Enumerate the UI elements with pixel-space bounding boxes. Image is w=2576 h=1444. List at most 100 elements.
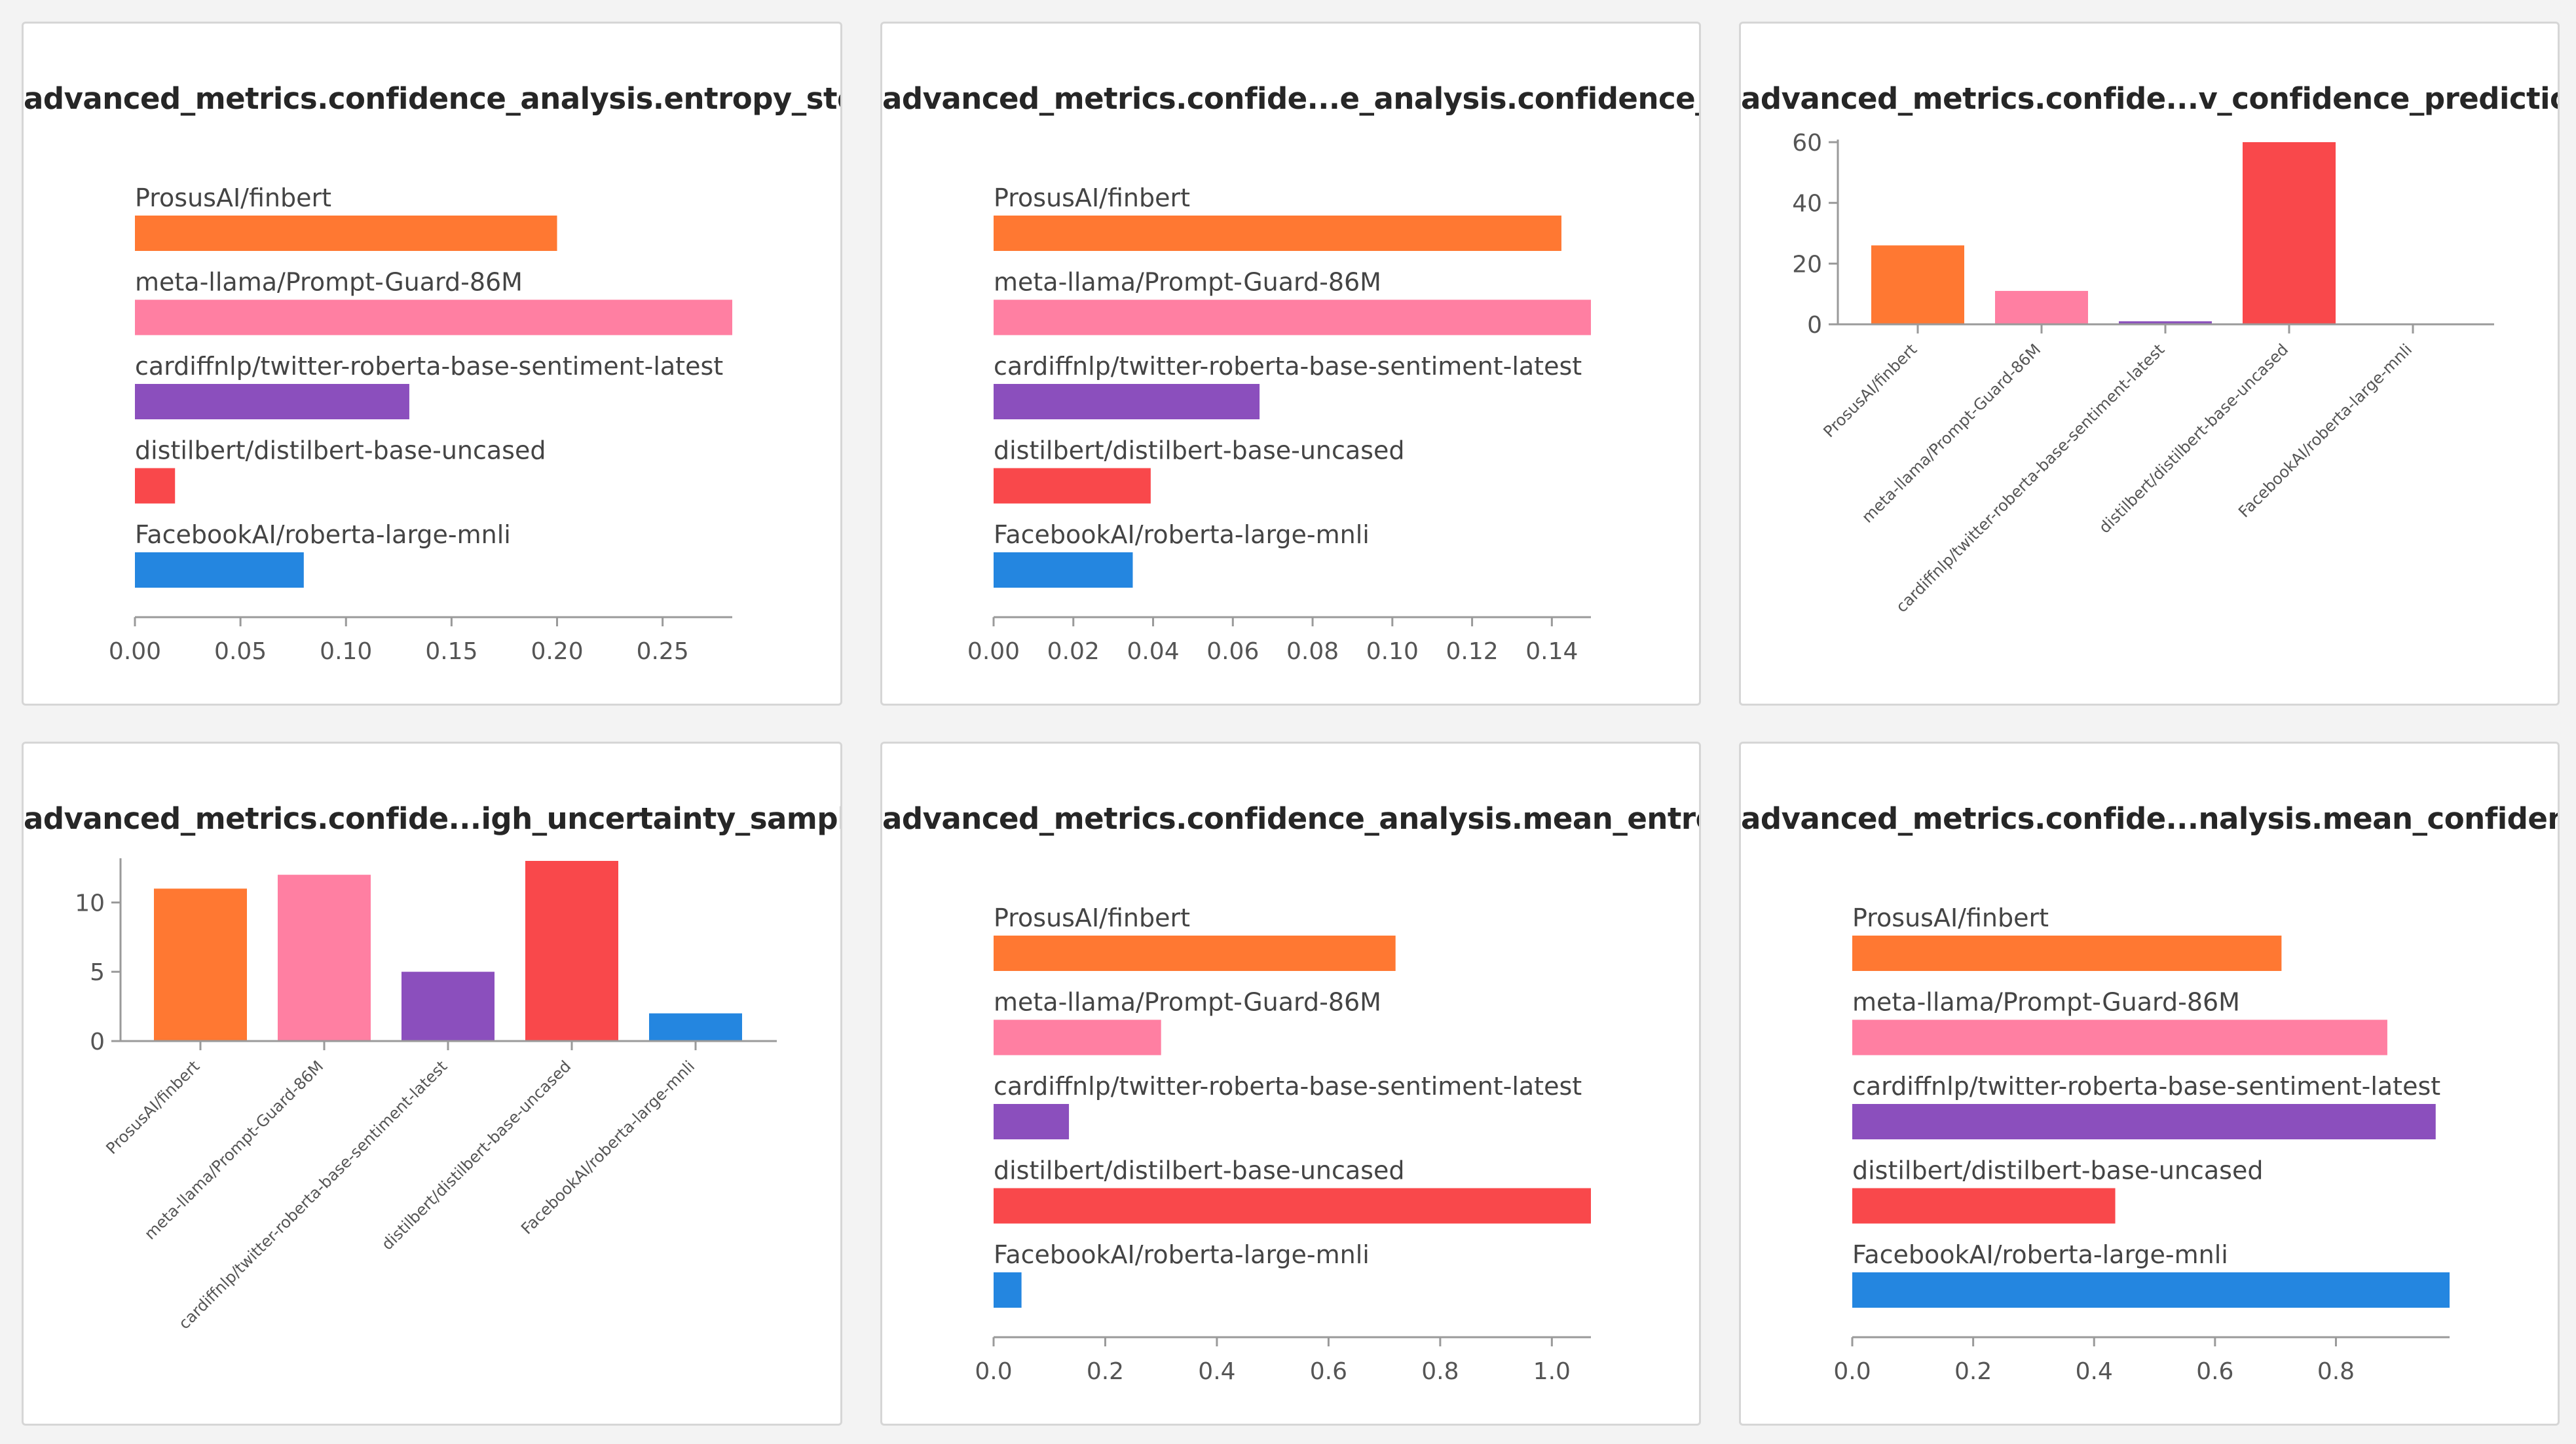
x-tick-label: 0.08 bbox=[1286, 638, 1339, 665]
chart-title: advanced_metrics.confidence_analysis.ent… bbox=[24, 81, 842, 116]
x-tick-label: 0.0 bbox=[975, 1358, 1012, 1385]
y-tick-label: 40 bbox=[1792, 191, 1822, 218]
category-label-cardiffnlp-twitter-roberta-base-sentiment-latest: cardiffnlp/twitter-roberta-base-sentimen… bbox=[994, 1072, 1582, 1101]
category-label-cardiffnlp-twitter-roberta-base-sentiment-latest: cardiffnlp/twitter-roberta-base-sentimen… bbox=[1852, 1072, 2440, 1101]
bar-prosusai-finbert bbox=[994, 216, 1561, 251]
bar-cardiffnlp-twitter-roberta-base-sentiment-latest bbox=[994, 384, 1260, 419]
chart-title: advanced_metrics.confide...igh_uncertain… bbox=[24, 801, 842, 836]
x-tick-label: 0.25 bbox=[637, 638, 689, 665]
bar-facebookai-roberta-large-mnli bbox=[994, 552, 1133, 588]
bar-facebookai-roberta-large-mnli bbox=[1852, 1272, 2450, 1308]
x-tick-label: 0.4 bbox=[2076, 1358, 2113, 1385]
x-tick-label: 0.06 bbox=[1206, 638, 1259, 665]
x-tick-label: 0.6 bbox=[1310, 1358, 1347, 1385]
category-label-distilbert-distilbert-base-uncased: distilbert/distilbert-base-uncased bbox=[1852, 1156, 2263, 1185]
bar-distilbert-distilbert-base-uncased bbox=[2243, 142, 2336, 324]
bar-distilbert-distilbert-base-uncased bbox=[994, 468, 1151, 504]
x-tick-label-prosusai-finbert: ProsusAI/finbert bbox=[102, 1057, 203, 1158]
x-tick-label: 0.05 bbox=[214, 638, 267, 665]
category-label-meta-llama-prompt-guard-86m: meta-llama/Prompt-Guard-86M bbox=[994, 268, 1381, 297]
chart-svg: ProsusAI/finbert meta-llama/Prompt-Guard-… bbox=[975, 903, 1591, 1385]
bar-cardiffnlp-twitter-roberta-base-sentiment-latest bbox=[401, 972, 495, 1041]
x-tick-label: 0.4 bbox=[1198, 1358, 1235, 1385]
bar-facebookai-roberta-large-mnli bbox=[994, 1272, 1022, 1308]
y-tick-label: 5 bbox=[90, 959, 105, 986]
chart-panel-low-confidence-predictions: advanced_metrics.confide...v_confidence_… bbox=[1739, 22, 2560, 706]
chart-svg: ProsusAI/finbert meta-llama/Prompt-Guard-… bbox=[109, 183, 732, 665]
chart-title: advanced_metrics.confidence_analysis.mea… bbox=[882, 801, 1701, 836]
bar-prosusai-finbert bbox=[1852, 936, 2282, 971]
bar-meta-llama-prompt-guard-86m bbox=[994, 1019, 1161, 1055]
chart-panel-high-uncertainty-samples: advanced_metrics.confide...igh_uncertain… bbox=[22, 742, 842, 1426]
chart-title: advanced_metrics.confide...e_analysis.co… bbox=[882, 81, 1701, 116]
chart-svg: 0510ProsusAI/finbertmeta-llama/Prompt-Gu… bbox=[75, 858, 777, 1333]
bar-meta-llama-prompt-guard-86m bbox=[994, 299, 1591, 335]
x-tick-label: 0.2 bbox=[1954, 1358, 1992, 1385]
x-tick-label: 0.0 bbox=[1833, 1358, 1871, 1385]
x-tick-label-cardiffnlp-twitter-roberta-base-sentiment-latest: cardiffnlp/twitter-roberta-base-sentimen… bbox=[175, 1057, 451, 1333]
bar-distilbert-distilbert-base-uncased bbox=[525, 861, 618, 1041]
bar-meta-llama-prompt-guard-86m bbox=[1995, 291, 2088, 324]
chart-svg: ProsusAI/finbert meta-llama/Prompt-Guard-… bbox=[967, 183, 1591, 665]
bar-distilbert-distilbert-base-uncased bbox=[1852, 1188, 2116, 1224]
bar-meta-llama-prompt-guard-86m bbox=[278, 875, 371, 1041]
y-tick-label: 0 bbox=[90, 1029, 105, 1055]
category-label-distilbert-distilbert-base-uncased: distilbert/distilbert-base-uncased bbox=[135, 436, 546, 465]
category-label-facebookai-roberta-large-mnli: FacebookAI/roberta-large-mnli bbox=[1852, 1240, 2228, 1269]
x-tick-label: 0.2 bbox=[1087, 1358, 1124, 1385]
x-tick-label-prosusai-finbert: ProsusAI/finbert bbox=[1820, 340, 1920, 441]
chart-panel-entropy-std: advanced_metrics.confidence_analysis.ent… bbox=[22, 22, 842, 706]
category-label-prosusai-finbert: ProsusAI/finbert bbox=[994, 183, 1190, 212]
category-label-cardiffnlp-twitter-roberta-base-sentiment-latest: cardiffnlp/twitter-roberta-base-sentimen… bbox=[994, 352, 1582, 381]
chart-panel-mean-entropy: advanced_metrics.confidence_analysis.mea… bbox=[880, 742, 1701, 1426]
x-tick-label-cardiffnlp-twitter-roberta-base-sentiment-latest: cardiffnlp/twitter-roberta-base-sentimen… bbox=[1892, 340, 2168, 616]
category-label-prosusai-finbert: ProsusAI/finbert bbox=[994, 903, 1190, 932]
x-tick-label: 0.12 bbox=[1446, 638, 1498, 665]
y-tick-label: 60 bbox=[1792, 130, 1822, 157]
x-tick-label: 0.14 bbox=[1525, 638, 1578, 665]
bar-prosusai-finbert bbox=[1871, 245, 1964, 324]
category-label-prosusai-finbert: ProsusAI/finbert bbox=[135, 183, 331, 212]
x-tick-label: 1.0 bbox=[1533, 1358, 1571, 1385]
bar-cardiffnlp-twitter-roberta-base-sentiment-latest bbox=[135, 384, 409, 419]
chart-panel-confidence-std: advanced_metrics.confide...e_analysis.co… bbox=[880, 22, 1701, 706]
x-tick-label: 0.6 bbox=[2196, 1358, 2233, 1385]
category-label-meta-llama-prompt-guard-86m: meta-llama/Prompt-Guard-86M bbox=[135, 268, 523, 297]
bar-meta-llama-prompt-guard-86m bbox=[135, 299, 732, 335]
bar-cardiffnlp-twitter-roberta-base-sentiment-latest bbox=[994, 1104, 1070, 1139]
category-label-distilbert-distilbert-base-uncased: distilbert/distilbert-base-uncased bbox=[994, 1156, 1404, 1185]
chart-title: advanced_metrics.confide...v_confidence_… bbox=[1741, 81, 2560, 116]
y-tick-label: 0 bbox=[1807, 312, 1822, 339]
category-label-meta-llama-prompt-guard-86m: meta-llama/Prompt-Guard-86M bbox=[994, 988, 1381, 1017]
chart-title: advanced_metrics.confide...nalysis.mean_… bbox=[1741, 801, 2560, 836]
category-label-prosusai-finbert: ProsusAI/finbert bbox=[1852, 903, 2049, 932]
x-tick-label: 0.15 bbox=[425, 638, 477, 665]
bar-cardiffnlp-twitter-roberta-base-sentiment-latest bbox=[2119, 321, 2212, 324]
chart-svg: ProsusAI/finbert meta-llama/Prompt-Guard-… bbox=[1833, 903, 2450, 1385]
y-tick-label: 10 bbox=[75, 890, 105, 917]
bar-prosusai-finbert bbox=[994, 936, 1396, 971]
chart-panel-mean-confidence: advanced_metrics.confide...nalysis.mean_… bbox=[1739, 742, 2560, 1426]
category-label-facebookai-roberta-large-mnli: FacebookAI/roberta-large-mnli bbox=[135, 520, 511, 549]
category-label-facebookai-roberta-large-mnli: FacebookAI/roberta-large-mnli bbox=[994, 520, 1370, 549]
bar-distilbert-distilbert-base-uncased bbox=[135, 468, 176, 504]
x-tick-label: 0.00 bbox=[967, 638, 1020, 665]
bar-cardiffnlp-twitter-roberta-base-sentiment-latest bbox=[1852, 1104, 2436, 1139]
bar-prosusai-finbert bbox=[154, 888, 247, 1041]
y-tick-label: 20 bbox=[1792, 251, 1822, 278]
x-tick-label: 0.20 bbox=[531, 638, 583, 665]
x-tick-label: 0.04 bbox=[1127, 638, 1179, 665]
bar-facebookai-roberta-large-mnli bbox=[135, 552, 304, 588]
category-label-meta-llama-prompt-guard-86m: meta-llama/Prompt-Guard-86M bbox=[1852, 988, 2240, 1017]
chart-svg: 0204060ProsusAI/finbertmeta-llama/Prompt… bbox=[1792, 130, 2494, 616]
category-label-facebookai-roberta-large-mnli: FacebookAI/roberta-large-mnli bbox=[994, 1240, 1370, 1269]
category-label-distilbert-distilbert-base-uncased: distilbert/distilbert-base-uncased bbox=[994, 436, 1404, 465]
bar-distilbert-distilbert-base-uncased bbox=[994, 1188, 1591, 1224]
bar-meta-llama-prompt-guard-86m bbox=[1852, 1019, 2387, 1055]
x-tick-label: 0.8 bbox=[1421, 1358, 1459, 1385]
bar-facebookai-roberta-large-mnli bbox=[649, 1013, 742, 1041]
x-tick-label: 0.00 bbox=[109, 638, 161, 665]
bar-prosusai-finbert bbox=[135, 216, 557, 251]
x-tick-label: 0.10 bbox=[320, 638, 372, 665]
